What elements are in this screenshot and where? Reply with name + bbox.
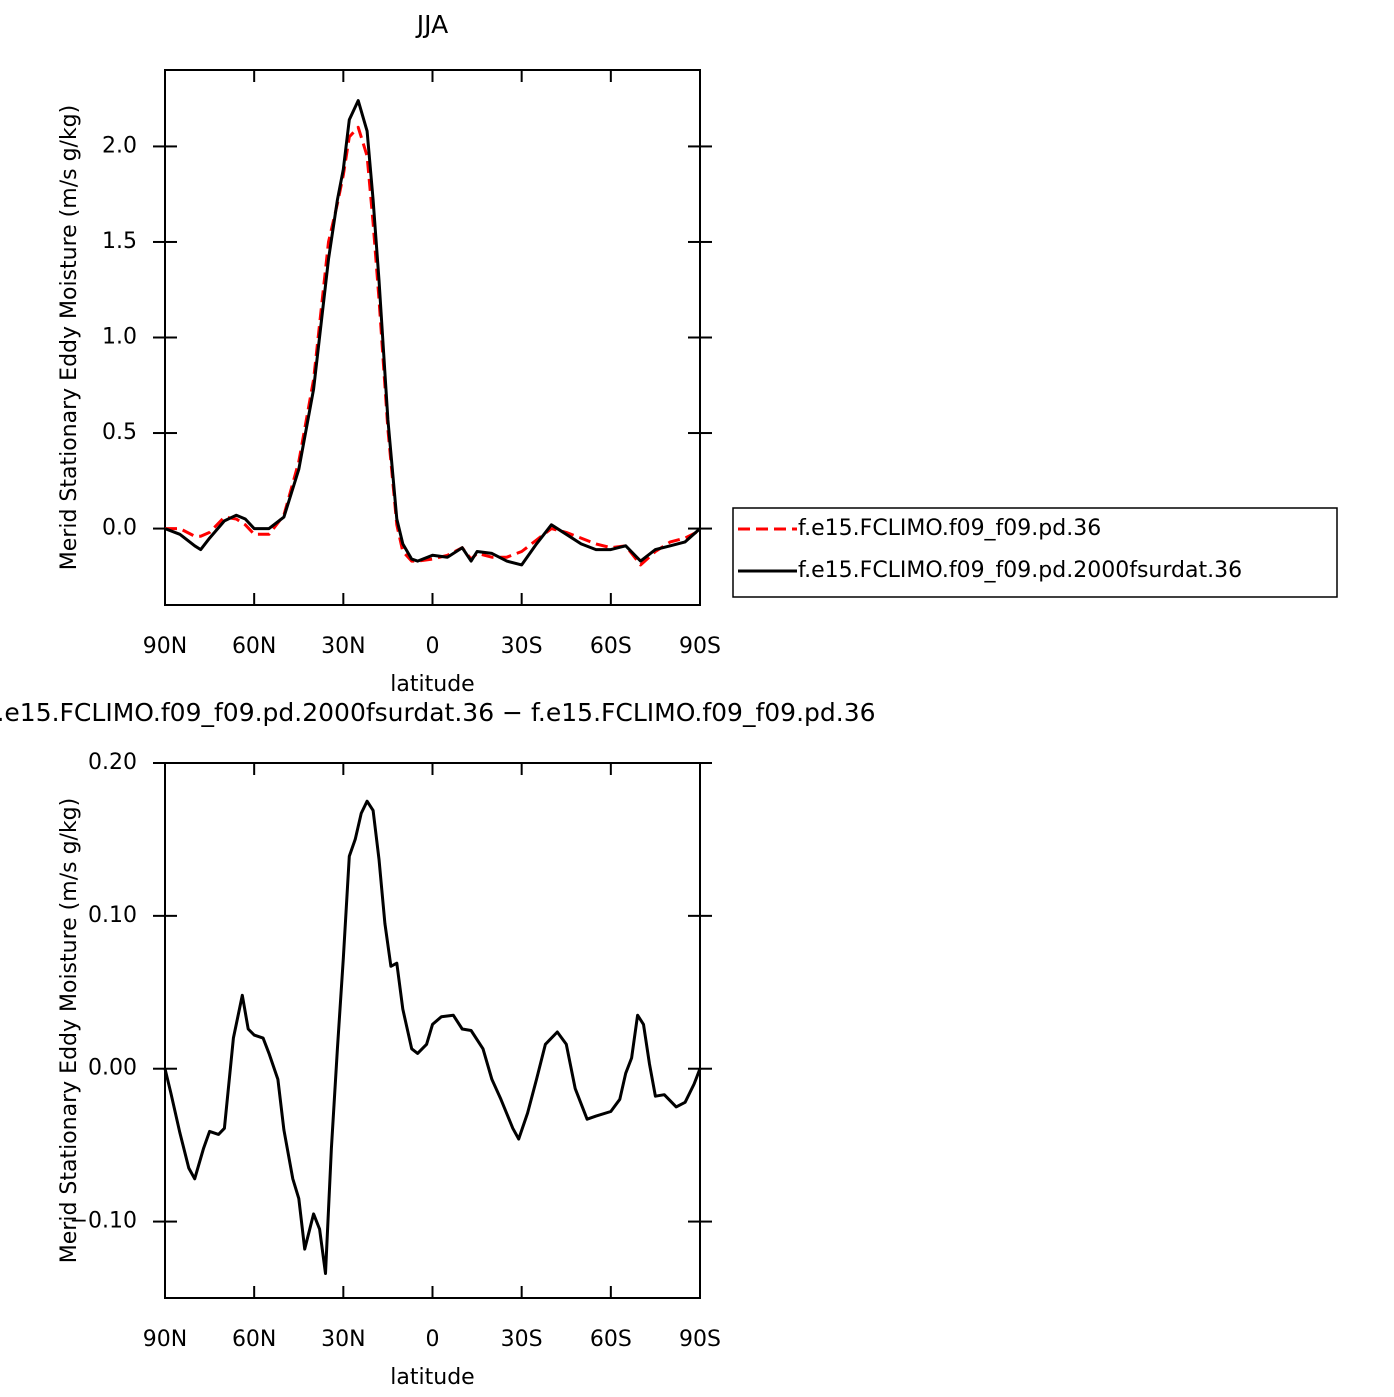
y-tick-label: 0.5: [102, 420, 137, 445]
y-axis-label: Merid Stationary Eddy Moisture (m/s g/kg…: [57, 105, 82, 570]
x-tick-label: 90S: [679, 1327, 721, 1352]
x-tick-label: 60S: [590, 634, 632, 659]
y-tick-label: 0.10: [88, 903, 137, 928]
y-tick-label: 1.5: [102, 229, 137, 254]
y-tick-label: 0.20: [88, 750, 137, 775]
chart-title: f.e15.FCLIMO.f09_f09.pd.2000fsurdat.36 −…: [0, 698, 876, 727]
x-tick-label: 90N: [143, 1327, 187, 1352]
chart-title: JJA: [415, 10, 448, 39]
legend-label: f.e15.FCLIMO.f09_f09.pd.36: [798, 516, 1101, 541]
x-tick-label: 30N: [321, 634, 365, 659]
x-tick-label: 90N: [143, 634, 187, 659]
x-tick-label: 60N: [232, 1327, 276, 1352]
x-axis-label: latitude: [390, 672, 474, 697]
y-tick-label: 0.0: [102, 516, 137, 541]
y-tick-label: 0.00: [88, 1056, 137, 1081]
y-tick-label: −0.10: [70, 1209, 137, 1234]
x-tick-label: 30N: [321, 1327, 365, 1352]
y-tick-label: 1.0: [102, 325, 137, 350]
x-tick-label: 0: [426, 1327, 440, 1352]
data-line: [163, 799, 702, 1275]
x-axis-label: latitude: [390, 1365, 474, 1390]
x-tick-label: 60N: [232, 634, 276, 659]
x-tick-label: 30S: [501, 1327, 543, 1352]
x-tick-label: 30S: [501, 634, 543, 659]
y-axis-label: Merid Stationary Eddy Moisture (m/s g/kg…: [57, 798, 82, 1263]
data-line: [165, 125, 701, 567]
data-line: [164, 99, 701, 567]
legend-box: [732, 507, 1338, 598]
x-tick-label: 60S: [590, 1327, 632, 1352]
plot-frame: [164, 762, 701, 1299]
x-tick-label: 90S: [679, 634, 721, 659]
y-tick-label: 2.0: [102, 133, 137, 158]
legend-label: f.e15.FCLIMO.f09_f09.pd.2000fsurdat.36: [798, 558, 1242, 583]
x-tick-label: 0: [426, 634, 440, 659]
